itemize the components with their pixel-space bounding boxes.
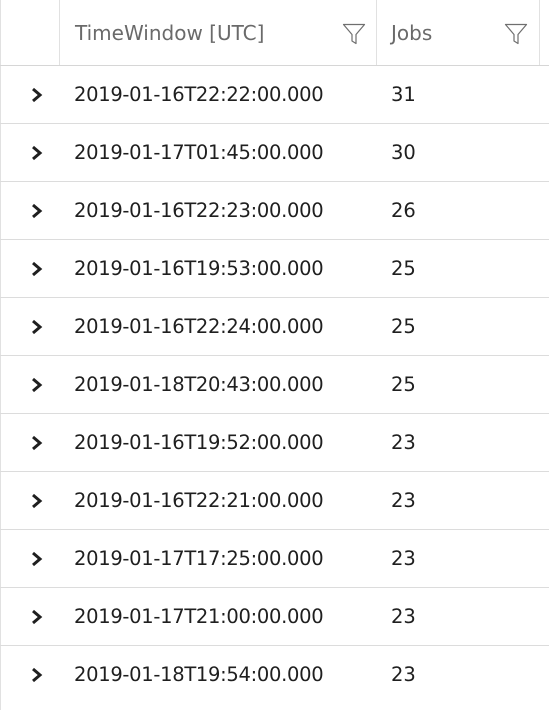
timewindow-cell: 2019-01-16T22:21:00.000: [74, 489, 324, 512]
expand-column-header: [0, 0, 60, 65]
chevron-right-icon[interactable]: [28, 260, 46, 278]
grid-header: TimeWindow [UTC] Jobs: [0, 0, 549, 66]
jobs-cell: 25: [391, 373, 416, 396]
timewindow-cell: 2019-01-17T17:25:00.000: [74, 547, 324, 570]
jobs-cell: 23: [391, 605, 416, 628]
chevron-right-icon[interactable]: [28, 202, 46, 220]
chevron-right-icon[interactable]: [28, 492, 46, 510]
jobs-cell: 25: [391, 315, 416, 338]
timewindow-cell: 2019-01-17T01:45:00.000: [74, 141, 324, 164]
timewindow-cell: 2019-01-16T22:24:00.000: [74, 315, 324, 338]
filter-icon[interactable]: [342, 22, 366, 46]
chevron-right-icon[interactable]: [28, 666, 46, 684]
timewindow-cell: 2019-01-16T22:22:00.000: [74, 83, 324, 106]
filter-icon[interactable]: [504, 22, 528, 46]
timewindow-cell: 2019-01-16T19:53:00.000: [74, 257, 324, 280]
column-header-timewindow[interactable]: TimeWindow [UTC]: [60, 0, 377, 65]
column-header-jobs[interactable]: Jobs: [377, 0, 540, 65]
chevron-right-icon[interactable]: [28, 376, 46, 394]
table-row[interactable]: 2019-01-16T22:23:00.000 26: [0, 182, 549, 240]
chevron-right-icon[interactable]: [28, 144, 46, 162]
table-row[interactable]: 2019-01-16T19:52:00.000 23: [0, 414, 549, 472]
timewindow-cell: 2019-01-18T19:54:00.000: [74, 663, 324, 686]
table-row[interactable]: 2019-01-17T21:00:00.000 23: [0, 588, 549, 646]
table-row[interactable]: 2019-01-16T19:53:00.000 25: [0, 240, 549, 298]
jobs-cell: 25: [391, 257, 416, 280]
column-header-label: Jobs: [391, 20, 433, 45]
jobs-cell: 23: [391, 431, 416, 454]
chevron-right-icon[interactable]: [28, 86, 46, 104]
grid-body: 2019-01-16T22:22:00.000 31 2019-01-17T01…: [0, 66, 549, 704]
jobs-cell: 23: [391, 663, 416, 686]
table-row[interactable]: 2019-01-17T17:25:00.000 23: [0, 530, 549, 588]
grid-left-border: [0, 66, 1, 710]
timewindow-cell: 2019-01-16T19:52:00.000: [74, 431, 324, 454]
table-row[interactable]: 2019-01-18T19:54:00.000 23: [0, 646, 549, 704]
header-spacer: [540, 0, 549, 65]
table-row[interactable]: 2019-01-16T22:22:00.000 31: [0, 66, 549, 124]
jobs-cell: 30: [391, 141, 416, 164]
table-row[interactable]: 2019-01-16T22:24:00.000 25: [0, 298, 549, 356]
jobs-cell: 23: [391, 489, 416, 512]
chevron-right-icon[interactable]: [28, 608, 46, 626]
column-header-label: TimeWindow [UTC]: [75, 20, 265, 45]
table-row[interactable]: 2019-01-17T01:45:00.000 30: [0, 124, 549, 182]
table-row[interactable]: 2019-01-16T22:21:00.000 23: [0, 472, 549, 530]
jobs-cell: 23: [391, 547, 416, 570]
timewindow-cell: 2019-01-17T21:00:00.000: [74, 605, 324, 628]
jobs-cell: 31: [391, 83, 416, 106]
chevron-right-icon[interactable]: [28, 318, 46, 336]
timewindow-cell: 2019-01-16T22:23:00.000: [74, 199, 324, 222]
jobs-cell: 26: [391, 199, 416, 222]
table-row[interactable]: 2019-01-18T20:43:00.000 25: [0, 356, 549, 414]
timewindow-cell: 2019-01-18T20:43:00.000: [74, 373, 324, 396]
chevron-right-icon[interactable]: [28, 550, 46, 568]
chevron-right-icon[interactable]: [28, 434, 46, 452]
